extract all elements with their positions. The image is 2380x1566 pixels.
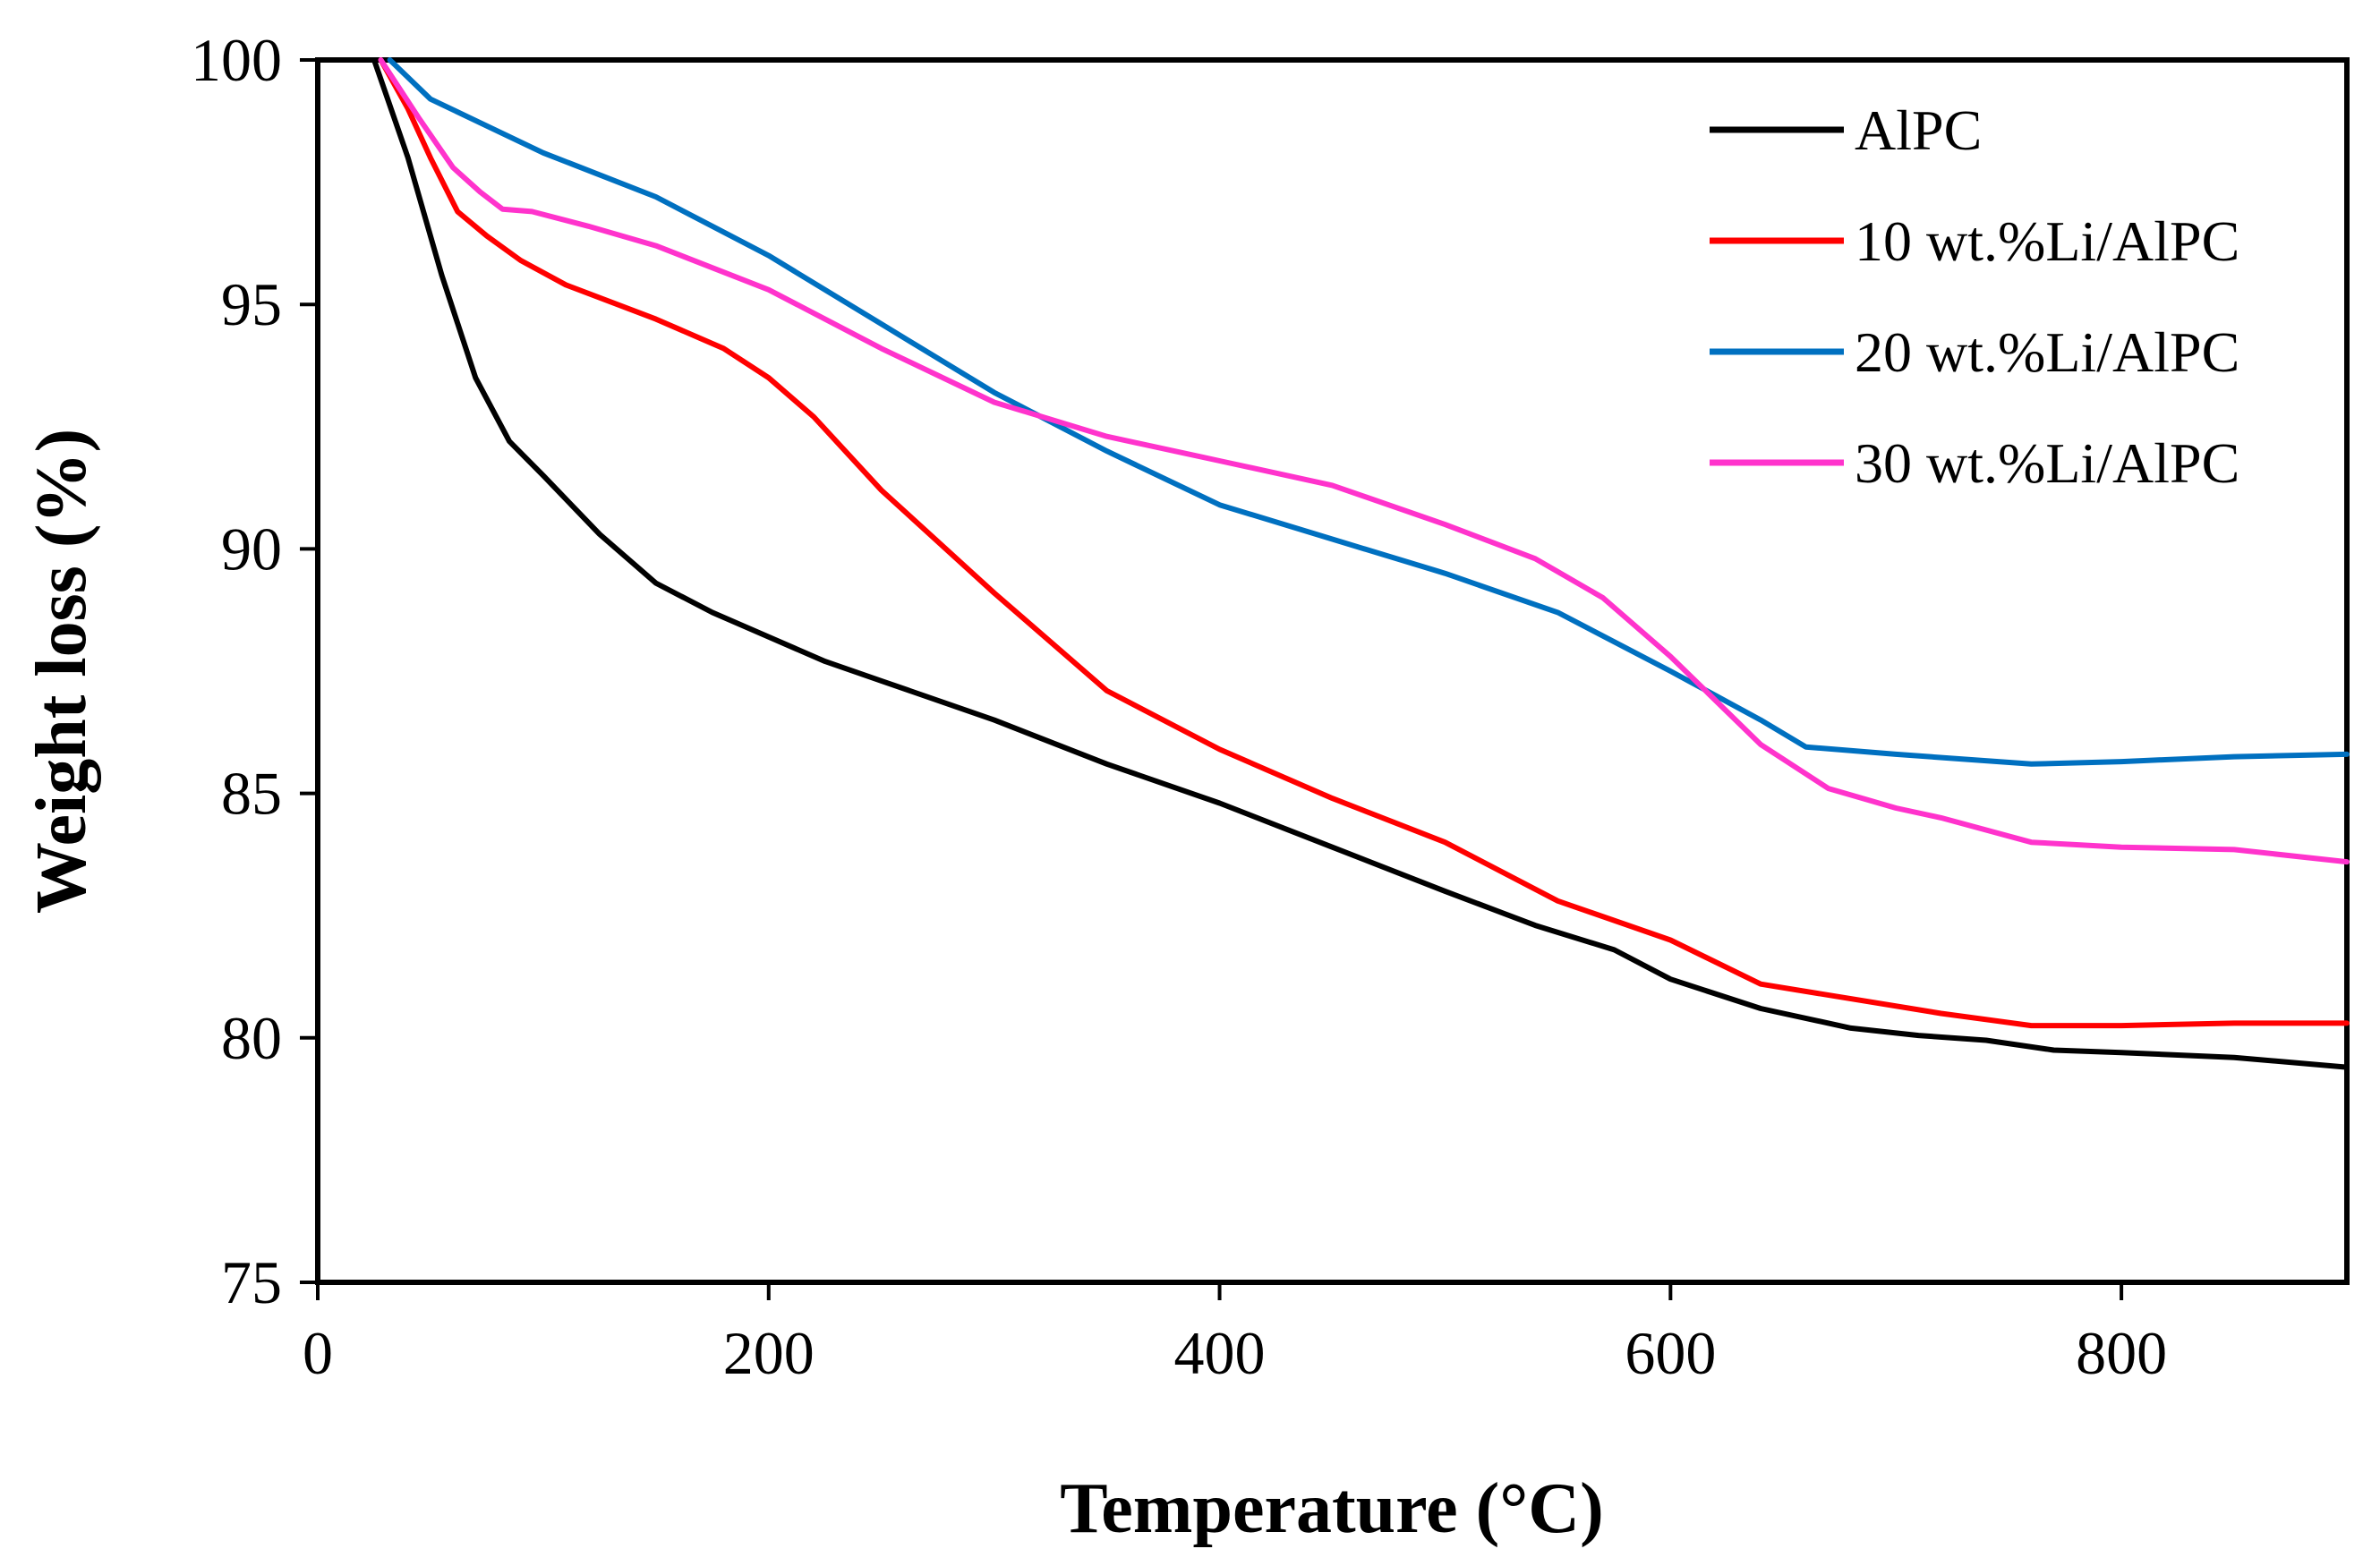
x-axis-ticks: 0 200 400 600 800 [303,1282,2167,1387]
y-tick-label: 85 [221,760,282,828]
legend-label-2: 10 wt.%Li/AlPC [1855,209,2239,273]
y-tick-label: 90 [221,515,282,583]
x-tick-label: 400 [1174,1319,1266,1387]
series-layer [371,57,2350,1070]
series-line-3 [387,57,2350,767]
x-axis-title: Temperature (°C) [1060,1469,1603,1548]
y-tick-label: 75 [221,1248,282,1316]
series-line-2 [378,57,2350,1029]
x-tick-label: 0 [303,1319,333,1387]
y-tick-label: 100 [191,26,282,94]
y-axis-title: Weight loss (%) [22,429,101,914]
legend: AlPC 10 wt.%Li/AlPC 20 wt.%Li/AlPC 30 wt.%L… [1710,98,2239,495]
y-tick-label: 95 [221,270,282,338]
legend-label-4: 30 wt.%Li/AlPC [1855,431,2239,495]
legend-label-3: 20 wt.%Li/AlPC [1855,320,2239,384]
x-tick-label: 600 [1625,1319,1716,1387]
series-line-1 [371,57,2350,1070]
plot-area [315,57,2350,1285]
x-tick-label: 800 [2076,1319,2167,1387]
series-line-4 [378,57,2350,865]
y-axis-ticks: 75 80 85 90 95 100 [191,26,318,1316]
y-tick-label: 80 [221,1004,282,1072]
legend-label-1: AlPC [1855,98,1982,162]
x-tick-label: 200 [723,1319,815,1387]
